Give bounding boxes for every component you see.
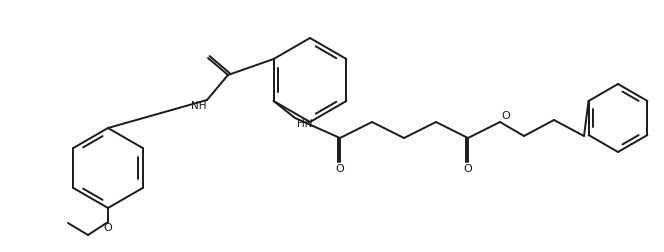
Text: O: O bbox=[104, 223, 112, 233]
Text: NH: NH bbox=[191, 101, 206, 111]
Text: HN: HN bbox=[297, 119, 313, 129]
Text: O: O bbox=[335, 164, 345, 174]
Text: O: O bbox=[463, 164, 472, 174]
Text: O: O bbox=[501, 111, 510, 121]
